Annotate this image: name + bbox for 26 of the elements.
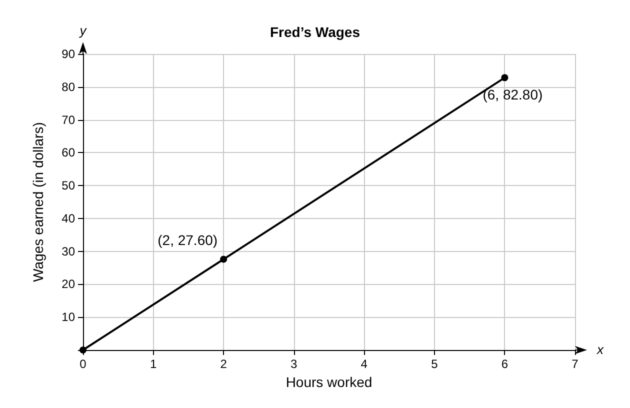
y-tick-label: 60 [62,146,76,160]
y-tick-label: 80 [62,80,76,94]
x-tick-label: 4 [360,357,368,371]
x-axis-title: Hours worked [286,374,372,390]
text: x [596,342,604,357]
y-tick-label: 30 [62,244,76,258]
y-axis-title: Wages earned (in dollars) [30,122,46,282]
x-tick-label: 2 [220,357,228,371]
text: y [78,23,88,38]
x-tick-label: 7 [572,357,579,371]
point [501,74,508,82]
x-tick-label: 1 [150,357,157,371]
point [220,256,228,263]
x-tick-label: 5 [431,357,438,371]
y-tick-label: 70 [62,112,76,127]
x-tick-label: 3 [290,357,298,371]
y-tick-label: 40 [62,211,76,226]
annotation: (2, 27.60) [158,232,218,248]
chart-title: Fred’s Wages [270,24,360,40]
x-tick-label: 0 [80,357,87,371]
y-tick-label: 20 [62,277,76,292]
y-tick-label: 10 [62,310,76,324]
annotation: (6, 82.80) [482,86,543,103]
y-tick-label: 50 [62,178,76,193]
x-tick-label: 6 [501,357,508,371]
y-tick-label: 90 [62,47,76,61]
